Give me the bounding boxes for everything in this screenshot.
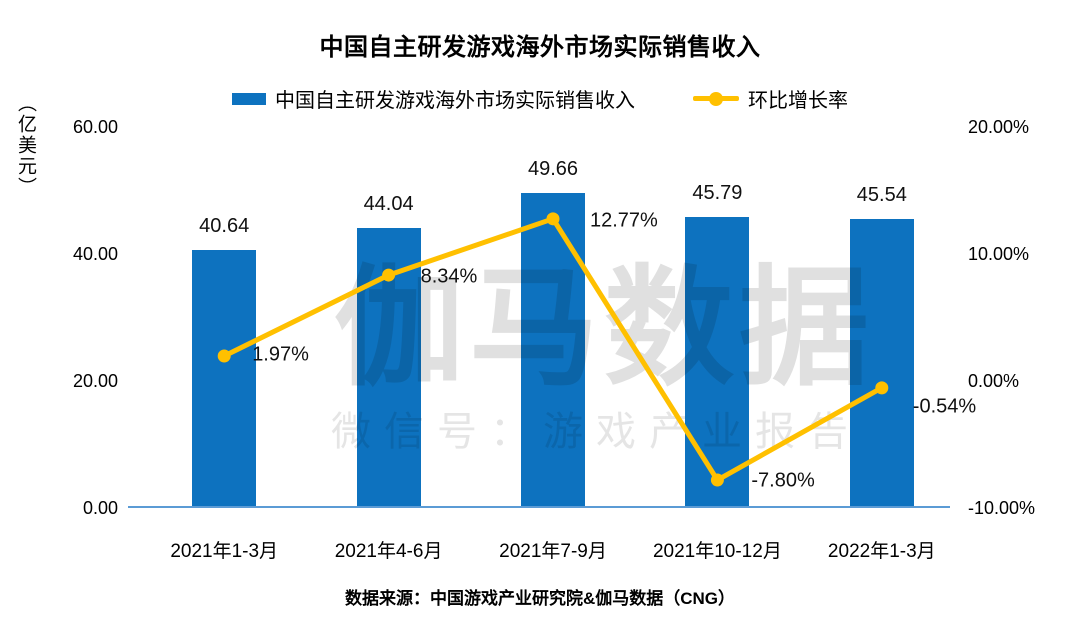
- bar: [521, 192, 585, 508]
- bar-value-label: 45.54: [856, 183, 907, 206]
- left-axis-tick: 20.00: [72, 371, 118, 391]
- bar: [192, 249, 257, 508]
- legend-item-growth: 环比增长率: [693, 84, 848, 113]
- y-axis-title: （亿美元）: [15, 93, 36, 198]
- left-axis-tick: 0.00: [82, 498, 118, 518]
- growth-point: [382, 268, 396, 282]
- growth-point: [875, 381, 889, 395]
- right-axis-tick: 0.00%: [968, 371, 1020, 391]
- x-axis-line: [128, 506, 950, 508]
- right-axis-tick: 20.00%: [968, 117, 1030, 137]
- x-axis-label: 2022年1-3月: [827, 541, 936, 562]
- chart-title: 中国自主研发游戏海外市场实际销售收入: [319, 34, 761, 61]
- legend-revenue-label: 中国自主研发游戏海外市场实际销售收入: [275, 90, 635, 112]
- growth-label: 1.97%: [252, 343, 309, 366]
- legend-growth-label: 环比增长率: [748, 90, 848, 112]
- left-axis-tick: 60.00: [72, 117, 118, 137]
- x-axis-label: 2021年1-3月: [170, 541, 279, 562]
- growth-line-chart: [217, 212, 889, 487]
- line-series-marker-icon: [693, 91, 739, 106]
- bar: [849, 218, 914, 508]
- source-note: 数据来源：中国游戏产业研究院&伽马数据（CNG）: [344, 589, 736, 608]
- x-axis-label: 2021年4-6月: [334, 541, 443, 562]
- growth-line: [221, 216, 885, 483]
- bar: [685, 217, 750, 508]
- growth-point: [217, 349, 231, 363]
- legend: 中国自主研发游戏海外市场实际销售收入 环比增长率: [0, 84, 1080, 113]
- right-axis-tick: -10.00%: [968, 498, 1036, 518]
- bar-value-label: 49.66: [527, 157, 579, 180]
- plot-area: 40.64 44.04 49.66 45.79 45.54 1.97% 8.34% 12.77…: [128, 127, 976, 508]
- bar-series-swatch-icon: [232, 92, 266, 105]
- growth-point: [710, 473, 724, 487]
- line-series-dot-icon: [709, 91, 723, 106]
- bar-value-label: 44.04: [363, 193, 414, 216]
- bar-value-label: 45.79: [692, 182, 743, 205]
- legend-item-revenue: 中国自主研发游戏海外市场实际销售收入: [232, 84, 635, 113]
- bar-value-label: 40.64: [199, 214, 250, 237]
- growth-label: -7.80%: [751, 469, 815, 492]
- right-axis-tick: 10.00%: [968, 244, 1030, 264]
- x-axis-label: 2021年10-12月: [652, 541, 782, 562]
- growth-label: -0.54%: [912, 395, 977, 418]
- growth-label: 12.77%: [590, 209, 658, 232]
- growth-point: [546, 212, 560, 226]
- x-axis-label: 2021年7-9月: [499, 541, 607, 562]
- left-axis-tick: 40.00: [72, 244, 118, 264]
- growth-label: 8.34%: [420, 265, 478, 288]
